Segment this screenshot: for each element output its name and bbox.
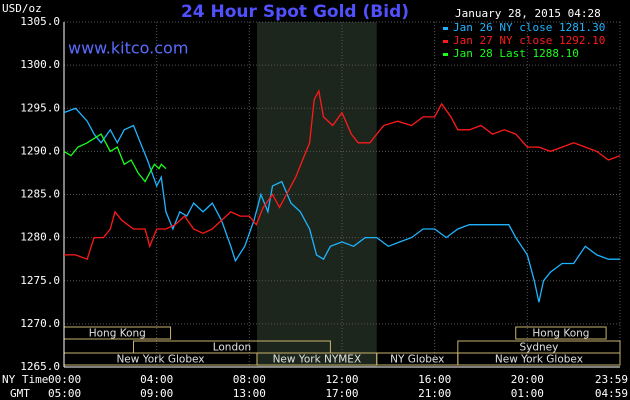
y-tick-label: 1305.0: [20, 15, 60, 28]
y-tick-label: 1300.0: [20, 58, 60, 71]
session-label: New York Globex: [495, 354, 583, 366]
y-axis-label: USD/oz: [2, 2, 42, 15]
series-line: [63, 133, 167, 183]
y-tick-label: 1265.0: [20, 360, 60, 373]
legend-label: Jan 28 Last 1288.10: [453, 47, 579, 60]
y-tick-label: 1280.0: [20, 231, 60, 244]
x-tick-label-gmt: 09:00: [140, 387, 173, 400]
x-tick-label-gmt: 17:00: [325, 387, 358, 400]
y-tick-label: 1290.0: [20, 144, 60, 157]
session-label: New York Globex: [116, 354, 204, 366]
legend-label: Jan 26 NY close 1281.30: [453, 21, 605, 34]
y-tick-label: 1270.0: [20, 317, 60, 330]
session-label: New York NYMEX: [273, 354, 362, 366]
session-box: [457, 352, 621, 366]
x-tick-label-gmt: 04:59: [595, 387, 628, 400]
x-tick-label: 04:00: [140, 373, 173, 386]
session-label: Sydney: [519, 342, 558, 354]
x-tick-label: 16:00: [418, 373, 451, 386]
x-tick-label: 23:59: [595, 373, 628, 386]
x-tick-label-gmt: 21:00: [418, 387, 451, 400]
session-label: Hong Kong: [532, 328, 589, 340]
y-tick-label: 1275.0: [20, 274, 60, 287]
series-line: [64, 89, 621, 261]
y-tick-label: 1285.0: [20, 188, 60, 201]
y-tick-label: 1295.0: [20, 101, 60, 114]
chart-title: 24 Hour Spot Gold (Bid): [181, 2, 409, 22]
x-tick-label-gmt: 13:00: [233, 387, 266, 400]
legend-swatch: [443, 40, 448, 43]
x-tick-label-gmt: 01:00: [511, 387, 544, 400]
session-label: NY Globex: [390, 354, 444, 366]
x-tick-label-gmt: 05:00: [48, 387, 81, 400]
x-row-label: GMT: [10, 387, 30, 400]
x-tick-label: 12:00: [325, 373, 358, 386]
session-label: London: [213, 342, 252, 354]
watermark: www.kitco.com: [68, 39, 188, 58]
x-tick-label: 08:00: [233, 373, 266, 386]
legend-swatch: [443, 27, 448, 30]
session-box: [515, 326, 607, 340]
legend-label: Jan 27 NY close 1292.10: [453, 34, 605, 47]
x-tick-label: 00:00: [48, 373, 81, 386]
x-row-label: NY Time: [2, 373, 48, 386]
chart-date: January 28, 2015 04:28: [455, 7, 601, 20]
series-line: [63, 107, 620, 303]
legend-swatch: [443, 53, 448, 56]
session-label: Hong Kong: [89, 328, 146, 340]
x-tick-label: 20:00: [511, 373, 544, 386]
